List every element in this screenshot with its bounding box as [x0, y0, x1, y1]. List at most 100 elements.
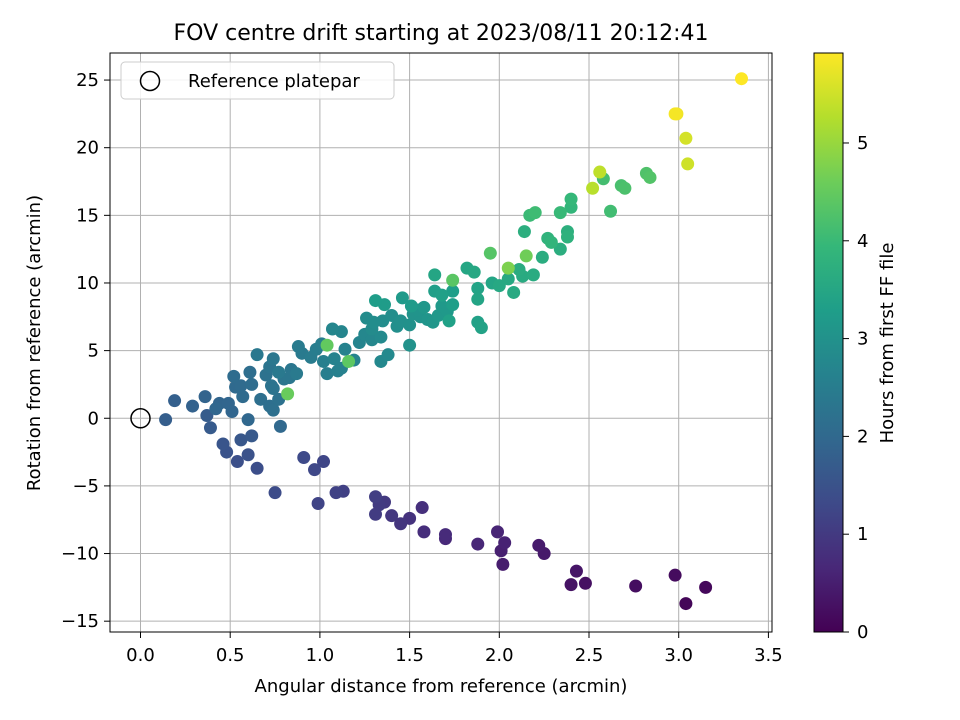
y-tick-label: −10 [61, 544, 99, 565]
scatter-points [130, 72, 749, 611]
data-point [290, 367, 304, 381]
data-point [254, 392, 268, 406]
data-point [198, 390, 212, 404]
legend: Reference platepar [120, 61, 395, 100]
legend-entry-label: Reference platepar [188, 71, 360, 92]
data-point [512, 262, 526, 276]
data-point [471, 281, 485, 295]
data-point [320, 367, 334, 381]
colorbar: 0 1 2 3 4 5 Hours from first FF file [813, 52, 898, 643]
data-point [320, 338, 334, 352]
data-point [241, 448, 255, 462]
data-point [159, 413, 173, 427]
data-point [544, 235, 558, 249]
data-point [297, 450, 311, 464]
x-axis-label: Angular distance from reference (arcmin) [255, 676, 628, 697]
data-point [234, 433, 248, 447]
colorbar-gradient [813, 52, 844, 633]
x-tick-label: 3.0 [664, 645, 693, 666]
data-point [517, 225, 531, 239]
x-tick-label: 0.5 [216, 645, 245, 666]
y-tick-label: 15 [76, 205, 99, 226]
data-point [245, 429, 259, 443]
reference-platepar-marker [130, 408, 151, 429]
data-point [404, 299, 418, 313]
data-point [643, 170, 657, 184]
data-point [342, 354, 356, 368]
data-point [446, 284, 460, 298]
data-point [474, 321, 488, 335]
colorbar-tick-label: 3 [857, 329, 868, 350]
data-point [528, 206, 542, 220]
x-tick-label: 1.5 [395, 645, 424, 666]
data-point [604, 204, 618, 218]
data-point [234, 379, 248, 393]
data-point [311, 496, 325, 510]
data-point [532, 538, 546, 552]
axes: 0.0 0.5 1.0 1.5 2.0 2.5 3.0 3.5 −15 −10 −5 0 5 10 15 20… [61, 70, 783, 666]
data-point [236, 390, 250, 404]
data-point [369, 294, 383, 308]
data-point [435, 288, 449, 302]
data-point [501, 272, 515, 286]
colorbar-tick-label: 1 [857, 524, 868, 545]
y-tick-label: 20 [76, 138, 99, 159]
data-point [250, 348, 264, 362]
data-point [327, 352, 341, 366]
y-axis-label: Rotation from reference (arcmin) [24, 195, 45, 491]
data-point [209, 402, 223, 416]
data-point [221, 396, 235, 410]
data-point [203, 421, 217, 435]
data-point [492, 279, 506, 293]
data-point [535, 250, 549, 264]
y-tick-label: −15 [61, 611, 99, 632]
x-tick-label: 1.0 [306, 645, 335, 666]
data-point [381, 348, 395, 362]
data-point [403, 338, 417, 352]
data-point [216, 437, 230, 451]
data-point [266, 403, 280, 417]
data-point [491, 525, 505, 539]
colorbar-ticks: 0 1 2 3 4 5 [843, 133, 868, 643]
data-point [428, 268, 442, 282]
data-point [438, 528, 452, 542]
legend-box [120, 61, 395, 100]
data-point [403, 318, 417, 332]
data-point [308, 463, 322, 477]
data-point [395, 291, 409, 305]
data-point [586, 181, 600, 195]
data-point [266, 352, 280, 366]
data-point [483, 246, 497, 260]
data-point [564, 578, 578, 592]
legend-reference-marker [139, 70, 161, 92]
y-tick-label: 10 [76, 273, 99, 294]
data-point [496, 557, 510, 571]
data-point [417, 300, 431, 314]
data-point [564, 192, 578, 206]
chart-title: FOV centre drift starting at 2023/08/11 … [174, 21, 709, 46]
data-point [467, 265, 481, 279]
data-point [446, 273, 460, 287]
data-point [385, 509, 399, 523]
data-point [471, 292, 485, 306]
data-point [241, 413, 255, 427]
data-point [394, 517, 408, 531]
x-tick-label: 2.5 [575, 645, 604, 666]
data-point [369, 507, 383, 521]
data-point [498, 536, 512, 550]
data-point [329, 486, 343, 500]
data-point [374, 330, 388, 344]
data-point [553, 206, 567, 220]
data-point [668, 568, 682, 582]
data-point [266, 381, 280, 395]
data-point [245, 377, 259, 391]
y-tick-label: −5 [72, 476, 99, 497]
data-point [679, 597, 693, 611]
grid-lines [110, 53, 772, 632]
data-point [699, 580, 713, 594]
data-point [415, 501, 429, 515]
x-tick-label: 3.5 [754, 645, 783, 666]
y-tick-label: 5 [88, 341, 99, 362]
data-point [186, 399, 200, 413]
